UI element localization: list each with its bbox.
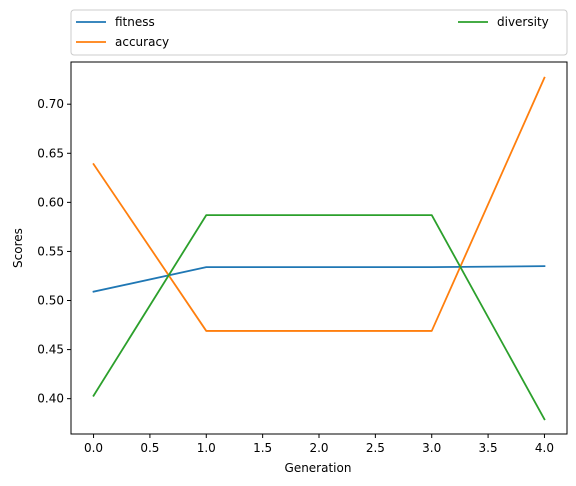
plot-area bbox=[70, 61, 568, 435]
y-tick-label: 0.60 bbox=[37, 195, 64, 209]
y-tick-label: 0.45 bbox=[37, 343, 64, 357]
x-tick-label: 1.0 bbox=[197, 441, 216, 455]
series-line-accuracy bbox=[92, 76, 546, 332]
x-tick-label: 0.0 bbox=[84, 441, 103, 455]
plot-frame bbox=[70, 61, 568, 435]
x-tick-label: 3.0 bbox=[422, 441, 441, 455]
y-axis-label: Scores bbox=[11, 228, 25, 268]
legend: fitness accuracy diversity bbox=[70, 9, 568, 56]
x-tick-label: 3.5 bbox=[479, 441, 498, 455]
legend-label-fitness: fitness bbox=[115, 15, 155, 29]
x-axis-label: Generation bbox=[285, 461, 352, 475]
x-tick-label: 0.5 bbox=[140, 441, 159, 455]
y-tick-label: 0.70 bbox=[37, 97, 64, 111]
y-tick-label: 0.55 bbox=[37, 244, 64, 258]
x-tick-label: 2.0 bbox=[309, 441, 328, 455]
legend-box bbox=[70, 9, 568, 56]
x-tick-label: 4.0 bbox=[535, 441, 554, 455]
x-tick-label: 2.5 bbox=[366, 441, 385, 455]
x-tick-label: 1.5 bbox=[253, 441, 272, 455]
y-tick-label: 0.50 bbox=[37, 294, 64, 308]
y-tick-label: 0.65 bbox=[37, 146, 64, 160]
y-tick-label: 0.40 bbox=[37, 392, 64, 406]
x-axis: 0.0 0.5 1.0 1.5 2.0 2.5 3.0 3.5 4.0 bbox=[84, 434, 554, 455]
y-axis: 0.40 0.45 0.50 0.55 0.60 0.65 0.70 bbox=[37, 97, 71, 406]
series-line-diversity bbox=[92, 214, 546, 421]
legend-label-accuracy: accuracy bbox=[115, 35, 169, 49]
legend-label-diversity: diversity bbox=[497, 15, 549, 29]
